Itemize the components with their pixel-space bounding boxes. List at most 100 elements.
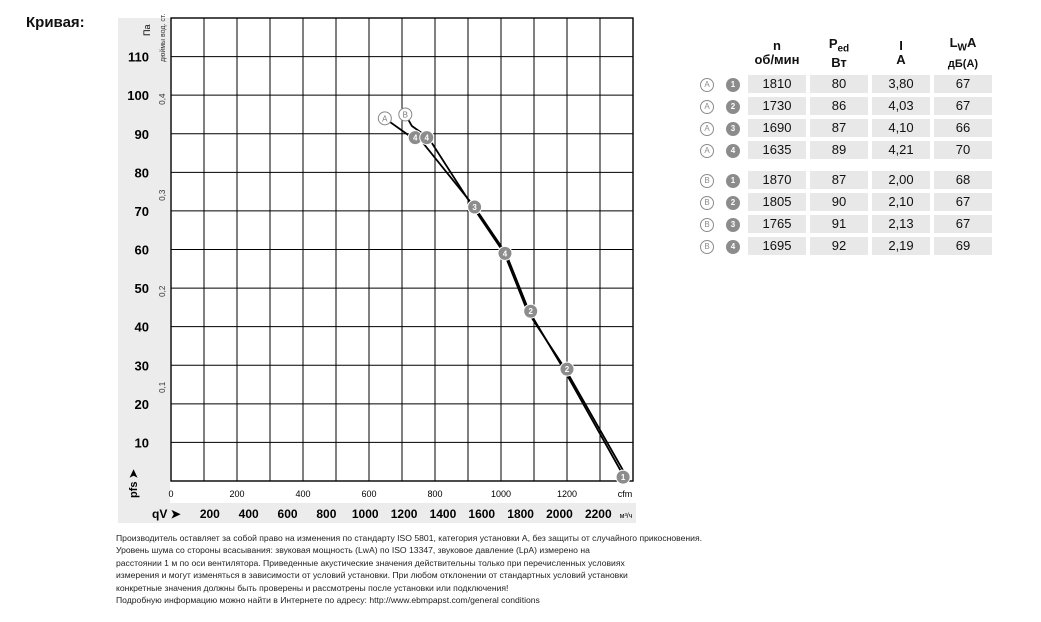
curve-letter-label: B <box>403 110 408 119</box>
operating-point-marker <box>467 199 483 215</box>
point-marker: 3 <box>726 218 740 233</box>
operating-point-marker <box>615 469 631 485</box>
cell-sound-power: 67 <box>934 96 992 115</box>
y-secondary-tick-label: 0,3 <box>158 189 167 201</box>
cell-power: 87 <box>810 118 868 137</box>
cell-sound-power: 67 <box>934 74 992 93</box>
table-row: A 3 1690 87 4,10 66 <box>696 118 992 137</box>
operating-point-label: 3 <box>472 203 477 212</box>
note-line: Производитель оставляет за собой право н… <box>116 533 702 543</box>
x-tick-label: 200 <box>229 489 244 499</box>
cell-power: 92 <box>810 236 868 255</box>
header-sound-power: LWA дБ(A) <box>947 35 979 70</box>
operating-point-marker <box>523 303 539 319</box>
note-line: расстоянии 1 м по оси вентилятора. Приве… <box>116 557 625 568</box>
y-secondary-tick-label: 0,1 <box>158 381 167 393</box>
header-speed: n об/мин <box>754 38 800 68</box>
header-power: Ped Вт <box>828 35 850 71</box>
point-marker: 4 <box>726 240 740 255</box>
note-line: Уровень шума со стороны всасывания: звук… <box>116 545 590 556</box>
x-tick-label: 1200 <box>557 489 577 499</box>
curve-letter-label: A <box>382 114 388 123</box>
x-symbol-label: qV ➤ <box>152 507 182 521</box>
cell-current: 2,10 <box>872 192 930 211</box>
y-secondary-tick-label: 0,4 <box>158 93 167 105</box>
table-row: A 4 1635 89 4,21 70 <box>696 140 992 159</box>
x-secondary-tick-label: 400 <box>239 507 259 521</box>
cell-speed: 1730 <box>748 96 806 115</box>
cell-power: 91 <box>810 214 868 233</box>
x-secondary-tick-label: 1000 <box>352 507 379 521</box>
cell-sound-power: 70 <box>934 140 992 159</box>
cell-current: 4,03 <box>872 96 930 115</box>
x-secondary-tick-label: 1400 <box>430 507 457 521</box>
y-tick-label: 90 <box>135 127 149 142</box>
x-secondary-tick-label: 2000 <box>546 507 573 521</box>
curve-marker: A <box>700 144 714 159</box>
table-row: A 2 1730 86 4,03 67 <box>696 96 992 115</box>
x-secondary-tick-label: 200 <box>200 507 220 521</box>
note-line: Подробную информацию можно найти в Интер… <box>116 595 540 606</box>
y-symbol-label: pfs ➤ <box>128 468 140 498</box>
cell-current: 2,19 <box>872 236 930 255</box>
curve-marker: A <box>700 100 714 115</box>
point-marker: 2 <box>726 196 740 211</box>
y-tick-label: 30 <box>135 358 149 373</box>
x-secondary-tick-label: 1800 <box>507 507 534 521</box>
cell-power: 90 <box>810 192 868 211</box>
cell-speed: 1695 <box>748 236 806 255</box>
point-marker: 1 <box>726 174 740 189</box>
table-row: B 2 1805 90 2,10 67 <box>696 192 992 211</box>
point-marker: 4 <box>726 144 740 159</box>
note-line: конкретные значения должны быть проверен… <box>116 582 509 593</box>
cell-power: 89 <box>810 140 868 159</box>
operating-point-marker <box>497 245 513 261</box>
conditions-notes: Производитель оставляет за собой право н… <box>116 532 702 606</box>
operating-point-label: 4 <box>425 134 430 143</box>
cell-speed: 1870 <box>748 170 806 189</box>
x-tick-label: 400 <box>295 489 310 499</box>
cell-sound-power: 68 <box>934 170 992 189</box>
cell-power: 87 <box>810 170 868 189</box>
cell-power: 86 <box>810 96 868 115</box>
operating-point-marker <box>559 361 575 377</box>
x-tick-label: 1000 <box>491 489 511 499</box>
cell-power: 80 <box>810 74 868 93</box>
series-line-b <box>404 114 626 474</box>
cell-current: 3,80 <box>872 74 930 93</box>
x-secondary-tick-label: 800 <box>316 507 336 521</box>
page-title: Кривая: <box>26 14 85 31</box>
cell-current: 4,21 <box>872 140 930 159</box>
y-tick-label: 60 <box>135 243 149 258</box>
y-unit-label: Па <box>142 25 152 36</box>
curve-marker: B <box>700 174 714 189</box>
y-tick-label: 70 <box>135 204 149 219</box>
cell-current: 2,00 <box>872 170 930 189</box>
x-secondary-tick-label: 2200 <box>585 507 612 521</box>
point-marker: 1 <box>726 78 740 93</box>
operating-point-label: 4 <box>503 249 508 258</box>
y-tick-label: 80 <box>135 165 149 180</box>
cell-speed: 1805 <box>748 192 806 211</box>
x-tick-label: 800 <box>427 489 442 499</box>
point-marker: 3 <box>726 122 740 137</box>
cell-current: 4,10 <box>872 118 930 137</box>
cell-current: 2,13 <box>872 214 930 233</box>
cell-speed: 1765 <box>748 214 806 233</box>
operating-point-label: 4 <box>413 134 418 143</box>
cell-sound-power: 67 <box>934 192 992 211</box>
y-axis-band <box>118 18 170 505</box>
x-secondary-unit-label: м³/ч <box>620 513 633 520</box>
curve-letter-marker <box>377 111 392 126</box>
curve-marker: B <box>700 196 714 211</box>
curve-marker: B <box>700 240 714 255</box>
cell-sound-power: 67 <box>934 214 992 233</box>
y-secondary-unit-label: дюймы вод. ст. <box>159 14 167 62</box>
y-tick-label: 50 <box>135 281 149 296</box>
cell-sound-power: 66 <box>934 118 992 137</box>
x-tick-label: 600 <box>361 489 376 499</box>
curve-marker: B <box>700 218 714 233</box>
curve-letter-marker <box>398 107 413 122</box>
